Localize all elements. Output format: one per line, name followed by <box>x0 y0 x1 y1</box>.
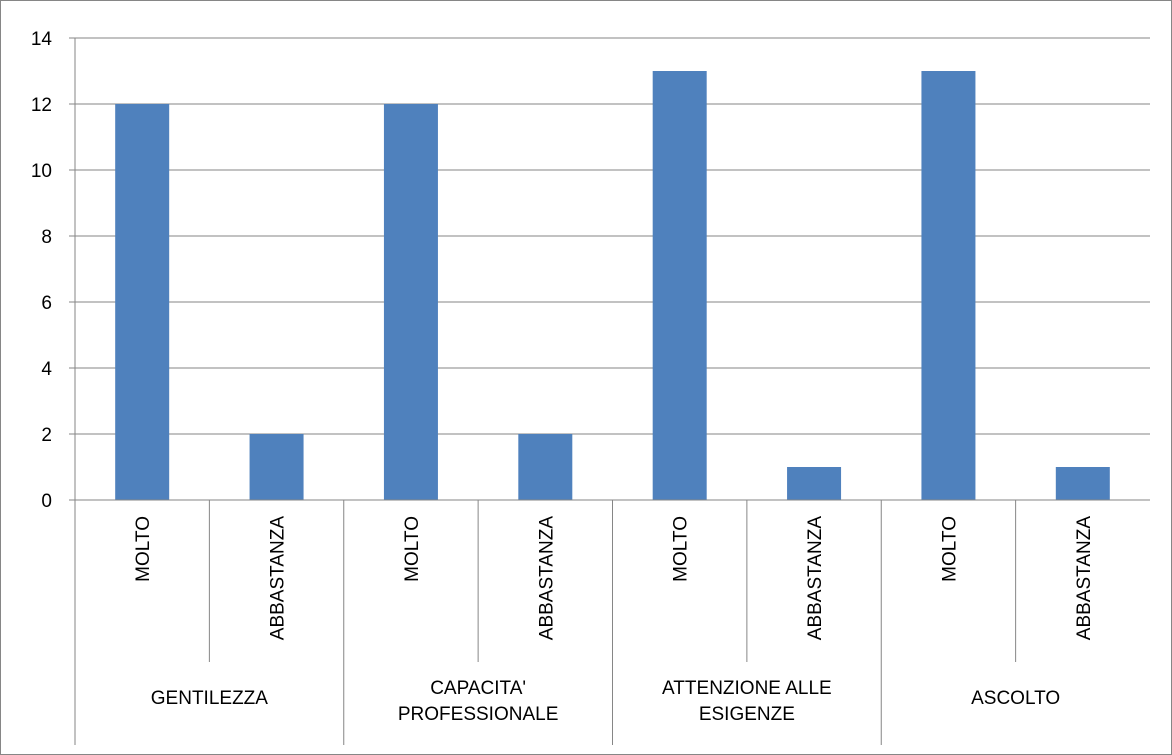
x-category-label: MOLTO <box>133 516 154 582</box>
bar <box>1055 467 1110 500</box>
y-tick-label: 0 <box>41 491 52 512</box>
x-axis-category-labels: MOLTO ABBASTANZA MOLTO ABBASTANZA MOLTO ABBAS… <box>133 516 1095 641</box>
bar <box>652 71 707 500</box>
bar <box>921 71 976 500</box>
y-tick-label: 8 <box>41 227 52 248</box>
y-tick-label: 6 <box>41 293 52 314</box>
bars <box>115 71 1110 500</box>
x-axis-group-labels: GENTILEZZA CAPACITA' PROFESSIONALE ATTENZIO… <box>151 678 1060 725</box>
y-tick-label: 2 <box>41 425 52 446</box>
bar <box>249 434 304 500</box>
bar <box>518 434 573 500</box>
x-category-label: ABBASTANZA <box>536 516 557 641</box>
x-group-label: ASCOLTO <box>971 688 1060 709</box>
y-tick-label: 10 <box>31 161 52 182</box>
y-tick-label: 4 <box>41 359 52 380</box>
x-group-label: ATTENZIONE ALLE <box>662 678 832 699</box>
y-tick-label: 14 <box>31 29 53 50</box>
x-category-label: MOLTO <box>939 516 960 582</box>
x-group-label: PROFESSIONALE <box>398 704 559 725</box>
x-category-label: MOLTO <box>671 516 692 582</box>
axes <box>69 37 1150 745</box>
x-category-label: ABBASTANZA <box>805 516 826 641</box>
y-axis-tick-labels: 0 2 4 6 8 10 12 14 <box>31 29 53 512</box>
x-group-label: CAPACITA' <box>430 678 526 699</box>
x-category-label: ABBASTANZA <box>1074 516 1095 641</box>
bar <box>115 104 170 500</box>
x-category-label: ABBASTANZA <box>268 516 289 641</box>
x-group-label: ESIGENZE <box>699 704 795 725</box>
bar <box>787 467 842 500</box>
y-tick-label: 12 <box>31 95 52 116</box>
x-category-label: MOLTO <box>402 516 423 582</box>
gridlines <box>75 37 1150 435</box>
bar <box>383 104 438 500</box>
x-group-label: GENTILEZZA <box>151 688 269 709</box>
